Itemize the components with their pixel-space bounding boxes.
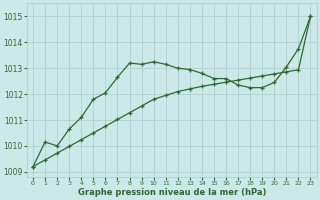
X-axis label: Graphe pression niveau de la mer (hPa): Graphe pression niveau de la mer (hPa) bbox=[77, 188, 266, 197]
